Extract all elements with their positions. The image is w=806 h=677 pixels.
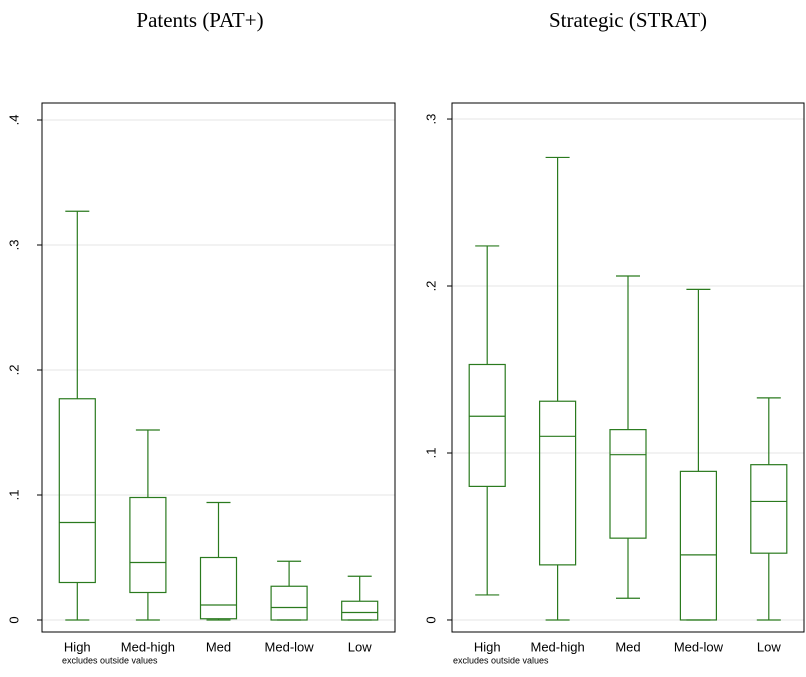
x-tick-label: High — [64, 639, 91, 654]
y-tick-label: 0 — [423, 616, 438, 623]
footnote: excludes outside values — [453, 655, 549, 665]
x-tick-label: Med-low — [265, 639, 315, 654]
chart-title: Strategic (STRAT) — [549, 8, 707, 32]
y-tick-label: .4 — [6, 115, 21, 126]
footnote: excludes outside values — [62, 655, 158, 665]
y-tick-label: .2 — [6, 365, 21, 376]
box — [199, 556, 238, 620]
box — [468, 363, 506, 487]
plot-frame — [41, 102, 396, 633]
box — [58, 398, 96, 584]
x-tick-label: Med-high — [121, 639, 175, 654]
y-tick-label: .3 — [423, 114, 438, 125]
box — [679, 470, 718, 621]
box — [538, 400, 577, 566]
x-tick-label: Low — [757, 639, 781, 654]
box — [129, 496, 167, 594]
box — [270, 585, 308, 621]
x-tick-label: High — [474, 639, 501, 654]
x-tick-label: Med — [206, 639, 231, 654]
x-tick-label: Med — [615, 639, 640, 654]
y-tick-label: .1 — [6, 490, 21, 501]
plot-frame — [451, 102, 805, 633]
x-tick-label: Low — [348, 639, 372, 654]
box — [609, 429, 647, 539]
x-tick-label: Med-high — [530, 639, 584, 654]
chart-title: Patents (PAT+) — [136, 8, 263, 32]
y-tick-label: .2 — [423, 281, 438, 292]
box — [750, 464, 788, 554]
y-tick-label: .1 — [423, 448, 438, 459]
box — [341, 600, 379, 621]
y-tick-label: .3 — [6, 240, 21, 251]
y-tick-label: 0 — [6, 616, 21, 623]
x-tick-label: Med-low — [674, 639, 724, 654]
